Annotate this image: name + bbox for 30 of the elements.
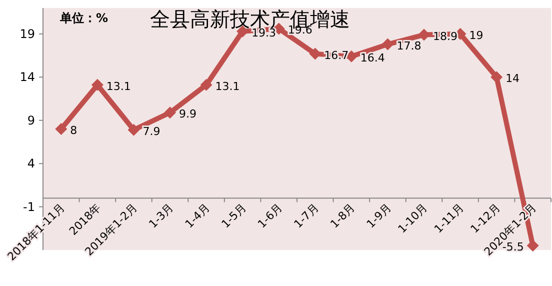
x-tick-label: 1-6月 bbox=[255, 201, 285, 231]
x-tick-label: 1-4月 bbox=[182, 201, 212, 231]
point bbox=[91, 78, 104, 91]
x-tick-label: 1-5月 bbox=[219, 201, 249, 231]
annotation: 单位：% bbox=[59, 11, 108, 25]
x-tick-label: 1-7月 bbox=[292, 201, 322, 231]
data-label: 7.9 bbox=[142, 124, 160, 138]
x-tick-label: 1-8月 bbox=[328, 201, 358, 231]
data-label: 16.4 bbox=[360, 51, 385, 64]
y-tick-label: -1 bbox=[23, 200, 35, 214]
data-label: 8 bbox=[70, 124, 78, 137]
data-label: 18.9 bbox=[433, 30, 458, 43]
x-tick-label: 1-9月 bbox=[364, 201, 394, 231]
data-label: 13.1 bbox=[106, 80, 131, 93]
point bbox=[55, 123, 68, 135]
point bbox=[526, 240, 539, 252]
data-label: 9.9 bbox=[179, 108, 196, 121]
point bbox=[200, 78, 212, 91]
data-label: 14 bbox=[506, 72, 520, 86]
data-label: 13.1 bbox=[215, 80, 240, 93]
y-tick-label: 9 bbox=[27, 113, 35, 128]
point bbox=[382, 38, 394, 50]
y-tick-label: 4 bbox=[27, 156, 35, 171]
point bbox=[164, 106, 176, 119]
x-tick-label: 1-3月 bbox=[146, 201, 176, 231]
point bbox=[128, 124, 140, 136]
y-tick-label: 19 bbox=[20, 26, 35, 41]
y-tick-label: 14 bbox=[20, 70, 35, 84]
data-label: 19 bbox=[469, 28, 484, 42]
data-label: 17.8 bbox=[396, 39, 422, 52]
